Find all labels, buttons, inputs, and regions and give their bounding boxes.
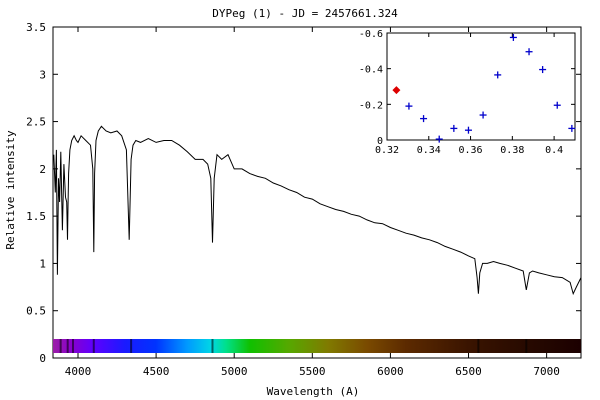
inset-plus-point — [479, 111, 487, 119]
inset-plus-point — [464, 126, 472, 134]
x-tick-label: 4000 — [65, 365, 92, 378]
x-axis-label: Wavelength (A) — [267, 385, 360, 398]
x-tick-label: 7000 — [533, 365, 560, 378]
inset-y-tick-label: -0.4 — [359, 65, 383, 76]
spectrum-series-line — [53, 125, 582, 296]
inset-data-points — [392, 33, 576, 143]
absorption-line-mark — [211, 339, 214, 353]
inset-plus-point — [539, 66, 547, 74]
inset-plus-point — [525, 48, 533, 56]
inset-plus-point — [568, 124, 576, 132]
y-tick-label: 1.5 — [26, 210, 46, 223]
absorption-line-mark — [525, 339, 528, 353]
inset-x-tick-label: 0.32 — [375, 145, 399, 156]
y-tick-label: 3.5 — [26, 21, 46, 34]
inset-y-tick-label: 0 — [377, 136, 383, 147]
inset-frame — [386, 32, 576, 141]
absorption-line-mark — [66, 339, 69, 353]
inset-plus-point — [509, 33, 517, 41]
y-tick-label: 1 — [39, 257, 46, 270]
inset-x-tick-label: 0.38 — [500, 145, 524, 156]
main-axis-ticks: 4000 4500 5000 5500 6000 6500 7000 0 0.5 1 1.5 2 2.5… — [26, 21, 581, 378]
plot-frame — [52, 26, 582, 359]
x-tick-label: 5500 — [299, 365, 326, 378]
inset-plus-point — [553, 101, 561, 109]
inset-plus-point — [435, 135, 443, 143]
y-axis-label: Relative intensity — [4, 130, 17, 250]
absorption-line-mark — [59, 339, 62, 353]
x-tick-label: 4500 — [143, 365, 170, 378]
absorption-line-mark — [71, 339, 74, 353]
inset-x-tick-label: 0.36 — [459, 145, 483, 156]
inset-axis-ticks: 0.32 0.34 0.36 0.38 0.4 0 -0.2 -0.4 -0.6 — [359, 29, 575, 156]
inset-plus-point — [450, 124, 458, 132]
inset-x-tick-label: 0.34 — [417, 145, 441, 156]
inset-current-point — [392, 86, 401, 95]
inset-plus-point — [405, 102, 413, 110]
absorption-line-mark — [477, 339, 480, 353]
inset-plus-point — [494, 71, 502, 79]
x-tick-label: 6000 — [377, 365, 404, 378]
chart-title: DYPeg (1) - JD = 2457661.324 — [212, 7, 398, 20]
spectrum-absorption-lines — [59, 339, 528, 353]
y-tick-label: 0.5 — [26, 305, 46, 318]
inset-y-tick-label: -0.2 — [359, 100, 383, 111]
inset-y-tick-label: -0.6 — [359, 29, 383, 40]
y-tick-label: 0 — [39, 352, 46, 365]
inset-plus-point — [420, 115, 428, 123]
x-tick-label: 5000 — [221, 365, 248, 378]
spectrum-color-bar — [53, 339, 581, 353]
y-tick-label: 2.5 — [26, 116, 46, 129]
absorption-line-mark — [130, 339, 133, 353]
inset-x-tick-label: 0.4 — [545, 145, 563, 156]
y-tick-label: 2 — [39, 163, 46, 176]
absorption-line-mark — [92, 339, 95, 353]
x-tick-label: 6500 — [455, 365, 482, 378]
y-tick-label: 3 — [39, 68, 46, 81]
